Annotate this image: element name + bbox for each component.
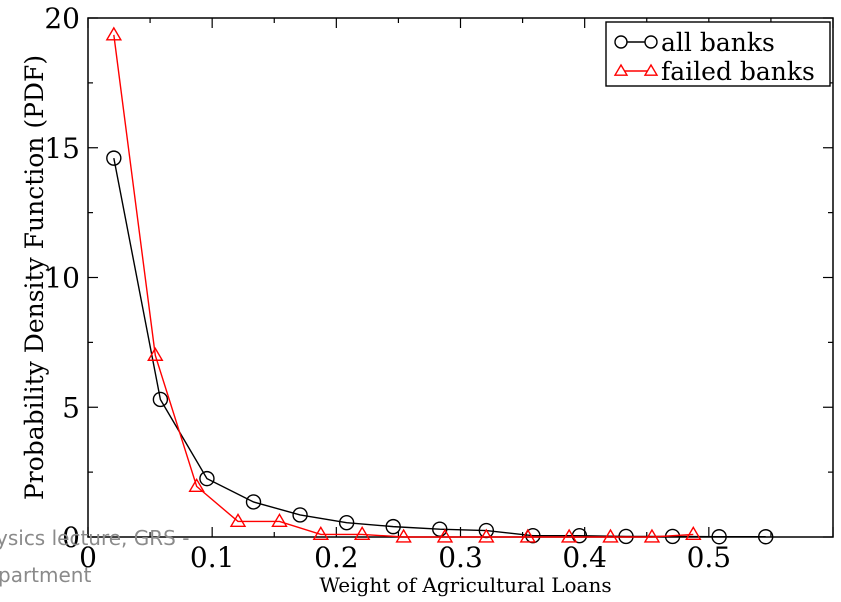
plot-marks: 0 0.1 0.2 0.3 0.4 0.5 0 5 10 15 20 Weight of Agricu… xyxy=(20,2,834,597)
data-point-1 xyxy=(602,528,619,543)
data-point-1 xyxy=(271,513,288,528)
legend-label-1: failed banks xyxy=(661,57,815,86)
legend-marker-1 xyxy=(643,63,659,76)
plot-frame xyxy=(87,17,834,538)
y-tick-label: 20 xyxy=(44,2,80,35)
series-line-1 xyxy=(113,34,694,538)
data-point-1 xyxy=(395,528,412,543)
data-point-1 xyxy=(560,528,578,543)
data-point-0 xyxy=(152,391,169,408)
data-point-1 xyxy=(436,528,454,543)
data-point-1 xyxy=(147,346,164,361)
data-point-1 xyxy=(478,528,495,543)
x-tick-label: 0 xyxy=(79,541,97,574)
y-tick-label: 15 xyxy=(44,132,80,165)
data-point-0 xyxy=(525,528,541,544)
legend-box xyxy=(605,21,831,87)
data-point-1 xyxy=(229,513,247,528)
data-point-0 xyxy=(338,515,355,531)
y-tick-label: 10 xyxy=(44,262,80,295)
data-point-1 xyxy=(685,526,702,541)
data-point-0 xyxy=(292,507,308,523)
data-point-1 xyxy=(519,528,537,543)
series-line-0 xyxy=(113,157,766,538)
data-point-1 xyxy=(353,526,371,541)
y-axis-label: Probability Density Function (PDF) xyxy=(20,55,49,500)
legend-label-0: all banks xyxy=(661,28,775,57)
data-point-1 xyxy=(105,26,123,41)
data-point-0 xyxy=(106,150,122,166)
y-tick-label: 0 xyxy=(62,521,80,554)
watermark-line2: partment xyxy=(0,563,91,587)
legend-marker-1 xyxy=(613,63,629,76)
watermark-line1: ysics lecture, GRS - xyxy=(0,526,189,550)
data-point-0 xyxy=(758,529,774,545)
data-point-1 xyxy=(643,528,661,543)
x-tick-label: 0.4 xyxy=(562,541,607,574)
data-point-0 xyxy=(245,494,262,510)
x-tick-label: 0.1 xyxy=(190,541,235,574)
y-tick-label: 5 xyxy=(62,391,80,424)
data-point-0 xyxy=(199,470,215,487)
x-tick-label: 0.3 xyxy=(438,541,483,574)
legend-marker-0 xyxy=(614,35,628,49)
x-tick-label: 0.5 xyxy=(687,541,732,574)
data-point-0 xyxy=(385,518,401,535)
x-tick-label: 0.2 xyxy=(314,541,359,574)
legend-marker-0 xyxy=(644,35,658,49)
data-point-1 xyxy=(188,478,205,492)
data-point-0 xyxy=(711,529,727,545)
x-axis-label: Weight of Agricultural Loans xyxy=(319,573,611,597)
data-point-1 xyxy=(312,526,330,541)
data-point-0 xyxy=(432,521,448,537)
